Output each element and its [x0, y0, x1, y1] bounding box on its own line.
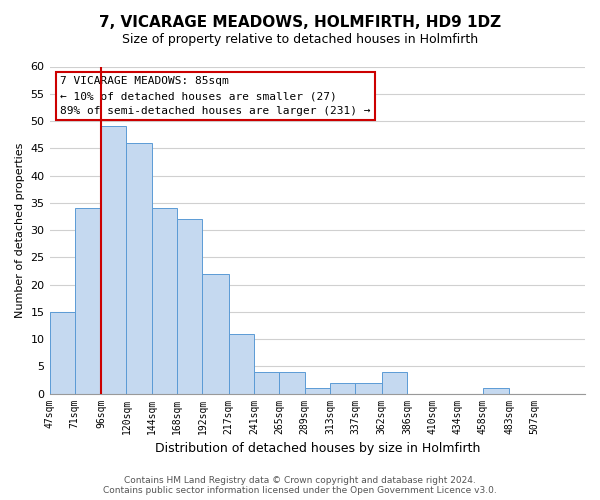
Text: Contains HM Land Registry data © Crown copyright and database right 2024.
Contai: Contains HM Land Registry data © Crown c…: [103, 476, 497, 495]
Text: Size of property relative to detached houses in Holmfirth: Size of property relative to detached ho…: [122, 32, 478, 46]
Bar: [202, 274, 229, 394]
Bar: [177, 219, 202, 394]
Bar: [355, 382, 382, 394]
Bar: [305, 388, 330, 394]
X-axis label: Distribution of detached houses by size in Holmfirth: Distribution of detached houses by size …: [155, 442, 480, 455]
Bar: [229, 334, 254, 394]
Text: 7 VICARAGE MEADOWS: 85sqm
← 10% of detached houses are smaller (27)
89% of semi-: 7 VICARAGE MEADOWS: 85sqm ← 10% of detac…: [60, 76, 371, 116]
Bar: [280, 372, 305, 394]
Bar: [50, 312, 75, 394]
Bar: [483, 388, 509, 394]
Bar: [330, 382, 355, 394]
Bar: [254, 372, 280, 394]
Y-axis label: Number of detached properties: Number of detached properties: [15, 142, 25, 318]
Bar: [127, 143, 152, 394]
Bar: [382, 372, 407, 394]
Bar: [152, 208, 177, 394]
Text: 7, VICARAGE MEADOWS, HOLMFIRTH, HD9 1DZ: 7, VICARAGE MEADOWS, HOLMFIRTH, HD9 1DZ: [99, 15, 501, 30]
Bar: [75, 208, 101, 394]
Bar: [101, 126, 127, 394]
